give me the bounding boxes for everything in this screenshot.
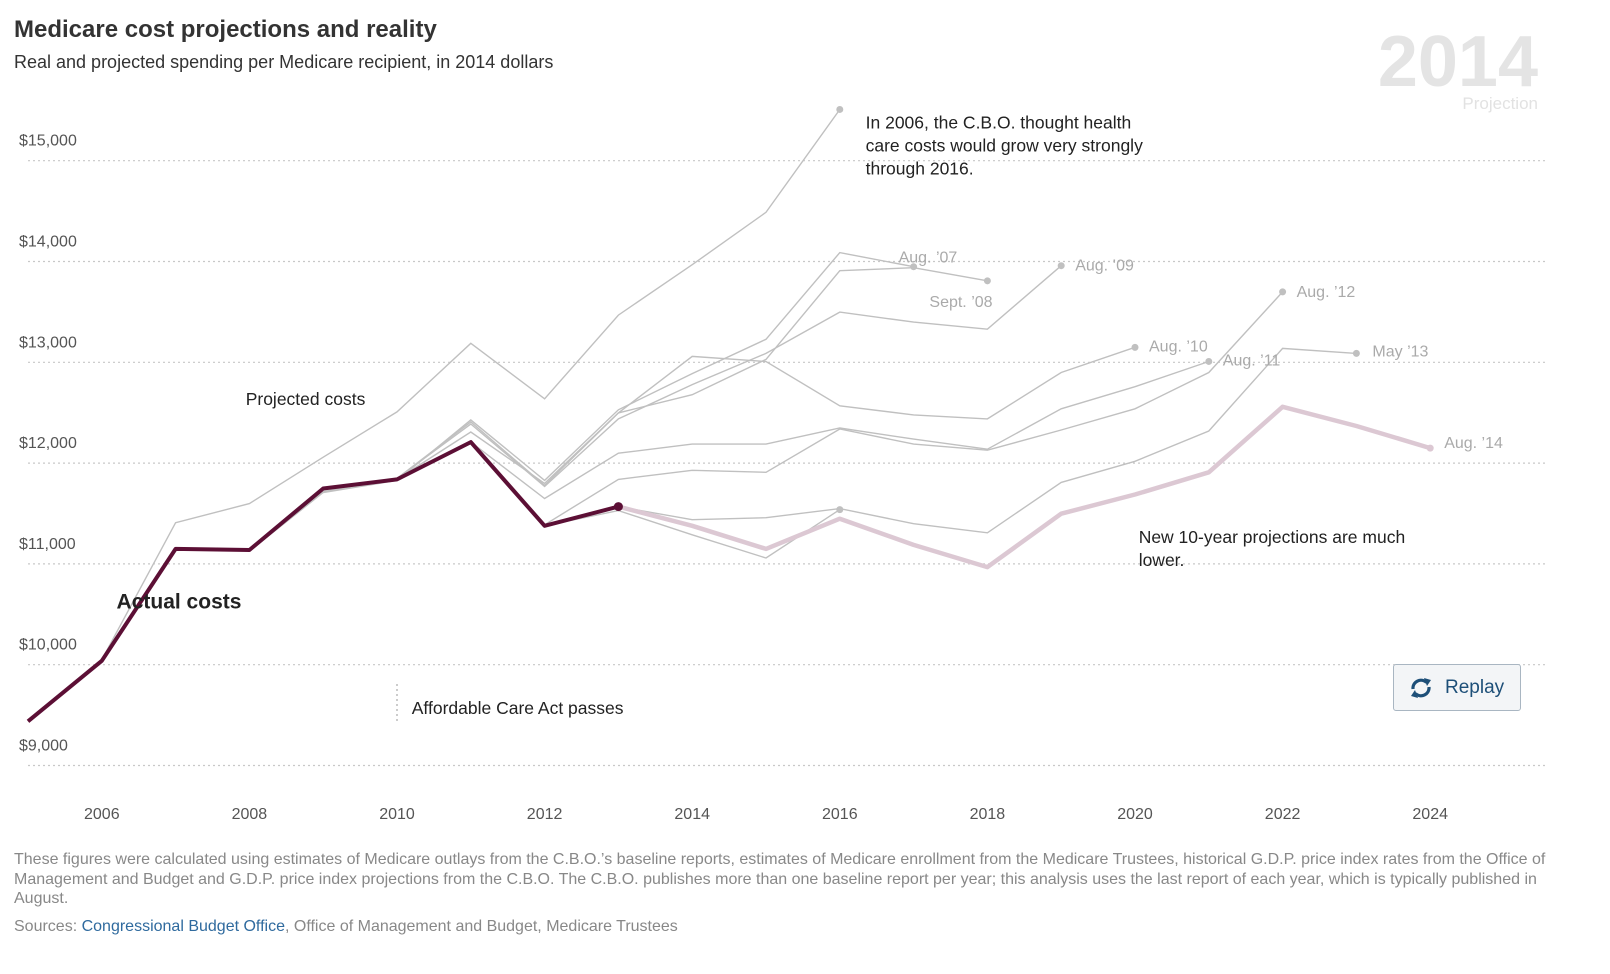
y-tick-label: $9,000 [19, 738, 68, 755]
annotation-text: Affordable Care Act passes [412, 698, 624, 718]
x-tick-label: 2024 [1412, 806, 1448, 823]
x-tick-label: 2020 [1117, 806, 1153, 823]
replay-label: Replay [1445, 676, 1505, 698]
line-chart: $9,000 $10,000 $11,000 $12,000 $13,000 $14,00… [19, 105, 1548, 823]
series-label: Sept. ’08 [929, 294, 992, 311]
actual-costs-endpoint [613, 502, 623, 512]
chart-subtitle: Real and projected spending per Medicare… [14, 52, 554, 72]
cbo-source-link[interactable]: Congressional Budget Office [81, 918, 285, 935]
projection-endpoint [1205, 357, 1213, 365]
projection-line [396, 360, 1210, 500]
annotation-text: lower. [1139, 550, 1185, 570]
y-tick-label: $10,000 [19, 637, 77, 654]
series-label: Aug. ’11 [1223, 352, 1281, 369]
x-tick-label: 2010 [379, 806, 415, 823]
y-tick-label: $13,000 [19, 334, 77, 351]
sources-label: Sources: [14, 918, 82, 935]
projection-endpoint [983, 277, 991, 285]
series-label: Aug. ’07 [899, 250, 958, 267]
latest-projection-endpoint [1426, 444, 1434, 452]
series-label: May ’13 [1372, 343, 1428, 360]
projection-line [27, 109, 841, 722]
series-label: Aug. ’09 [1075, 258, 1134, 275]
annotation-text: through 2016. [866, 159, 974, 179]
annotation-text: New 10-year projections are much [1139, 527, 1406, 547]
projection-line [544, 347, 1357, 534]
projection-endpoint [1279, 288, 1287, 296]
chart-title: Medicare cost projections and reality [14, 16, 437, 43]
projection-endpoint [1352, 349, 1360, 357]
x-tick-label: 2012 [527, 806, 563, 823]
x-tick-label: 2014 [674, 806, 710, 823]
annotation-text: In 2006, the C.B.O. thought health [866, 113, 1132, 133]
x-tick-label: 2016 [822, 806, 858, 823]
sources-rest: , Office of Management and Budget, Medic… [284, 918, 678, 935]
series-label: Aug. ’12 [1297, 284, 1356, 301]
series-label: Aug. ’14 [1444, 435, 1503, 452]
year-display: 2014 [1377, 22, 1538, 102]
projection-line [323, 346, 1136, 490]
projection-endpoint [1057, 262, 1065, 270]
latest-projection-line [617, 404, 1431, 570]
projection-endpoint [836, 105, 844, 113]
y-tick-label: $11,000 [19, 536, 76, 553]
replay-button[interactable]: Replay [1393, 664, 1521, 711]
mode-label: Projection [1462, 94, 1538, 113]
x-tick-label: 2008 [232, 806, 268, 823]
projection-endpoint [836, 506, 844, 514]
series-label: Aug. ’10 [1149, 338, 1208, 355]
x-tick-label: 2018 [970, 806, 1006, 823]
annotation-text: care costs would grow very strongly [866, 136, 1143, 156]
y-tick-label: $14,000 [19, 234, 77, 251]
methodology-note: These figures were calculated using esti… [14, 851, 1546, 907]
projection-line [544, 509, 841, 559]
y-tick-label: $15,000 [19, 133, 77, 150]
refresh-icon [1411, 677, 1431, 698]
x-tick-label: 2006 [84, 806, 120, 823]
projection-line [470, 291, 1284, 526]
sources-line: Sources: Congressional Budget Office, Of… [14, 918, 678, 936]
annotation-text: Projected costs [246, 389, 366, 409]
y-tick-label: $12,000 [19, 435, 77, 452]
projection-endpoint [1131, 343, 1139, 351]
x-tick-label: 2022 [1265, 806, 1301, 823]
annotation-text: Actual costs [117, 590, 242, 613]
actual-costs-line [26, 440, 619, 723]
